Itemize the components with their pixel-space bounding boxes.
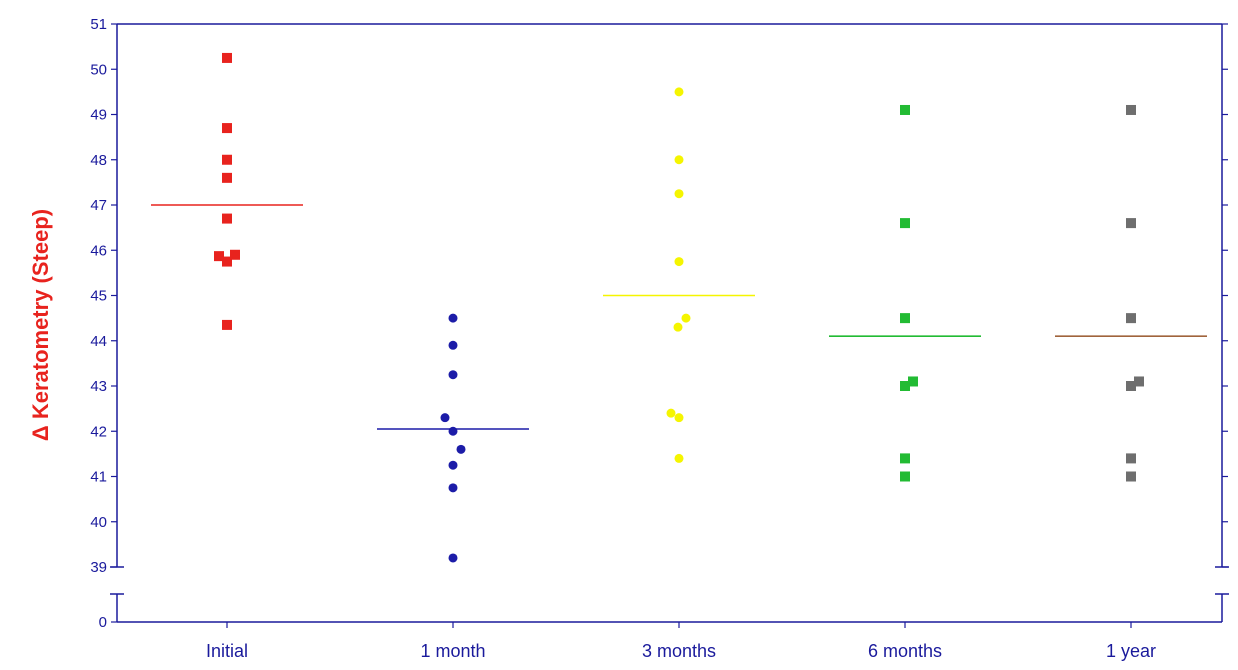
data-point — [222, 256, 232, 267]
data-point — [448, 426, 458, 436]
data-point — [448, 553, 458, 563]
data-point — [222, 319, 232, 330]
y-tick-label: 45 — [90, 288, 107, 305]
data-point — [1126, 218, 1136, 229]
data-point — [666, 408, 676, 418]
data-point — [900, 471, 910, 482]
data-point — [222, 52, 232, 63]
data-point — [448, 483, 458, 493]
y-axis-ticks: 39 40 41 42 43 44 45 46 47 48 49 50 51 0 — [90, 16, 1228, 631]
data-point — [222, 172, 232, 183]
data-point — [1134, 376, 1144, 387]
y-tick-label: 43 — [90, 378, 107, 395]
data-point — [674, 453, 684, 463]
data-point — [214, 251, 224, 262]
x-tick-label: 1 year — [1106, 641, 1156, 661]
data-point — [908, 376, 918, 387]
data-point — [674, 155, 684, 165]
data-point — [1126, 471, 1136, 482]
data-point — [900, 104, 910, 115]
data-point — [230, 249, 240, 260]
data-point — [448, 313, 458, 323]
y-tick-label: 49 — [90, 107, 107, 124]
data-point — [448, 460, 458, 470]
data-point — [673, 322, 683, 332]
x-axis-category-labels: Initial 1 month 3 months 6 months 1 year — [206, 622, 1156, 661]
data-point — [456, 444, 466, 454]
y-tick-label: 40 — [90, 514, 107, 531]
data-point — [1126, 313, 1136, 324]
plot-frame — [110, 23, 1229, 623]
mean-lines — [151, 204, 1207, 430]
y-axis-title: Δ Keratometry (Steep) — [28, 209, 53, 441]
data-point — [674, 87, 684, 97]
y-tick-label: 0 — [99, 614, 107, 631]
data-point — [681, 313, 691, 323]
y-tick-label: 51 — [90, 16, 107, 33]
data-point — [222, 213, 232, 224]
data-point — [900, 453, 910, 464]
y-tick-label: 47 — [90, 197, 107, 214]
y-tick-label: 39 — [90, 559, 107, 576]
data-point — [900, 218, 910, 229]
y-tick-label: 44 — [90, 333, 107, 350]
y-tick-label: 42 — [90, 423, 107, 440]
data-point — [674, 413, 684, 423]
x-tick-label: 3 months — [642, 641, 716, 661]
data-point — [1126, 104, 1136, 115]
x-tick-label: 1 month — [420, 641, 485, 661]
data-point — [448, 370, 458, 380]
x-tick-label: 6 months — [868, 641, 942, 661]
data-point — [674, 257, 684, 267]
y-tick-label: 48 — [90, 152, 107, 169]
y-tick-label: 41 — [90, 469, 107, 486]
data-point — [222, 123, 232, 134]
y-tick-label: 50 — [90, 61, 107, 78]
data-point — [1126, 381, 1136, 391]
y-tick-label: 46 — [90, 242, 107, 259]
data-point — [674, 189, 684, 199]
data-point — [440, 413, 450, 423]
data-point — [900, 381, 910, 391]
x-tick-label: Initial — [206, 641, 248, 661]
data-point — [900, 313, 910, 324]
data-point — [1126, 453, 1136, 464]
data-point — [222, 154, 232, 165]
data-points — [214, 52, 1144, 563]
data-point — [448, 340, 458, 350]
